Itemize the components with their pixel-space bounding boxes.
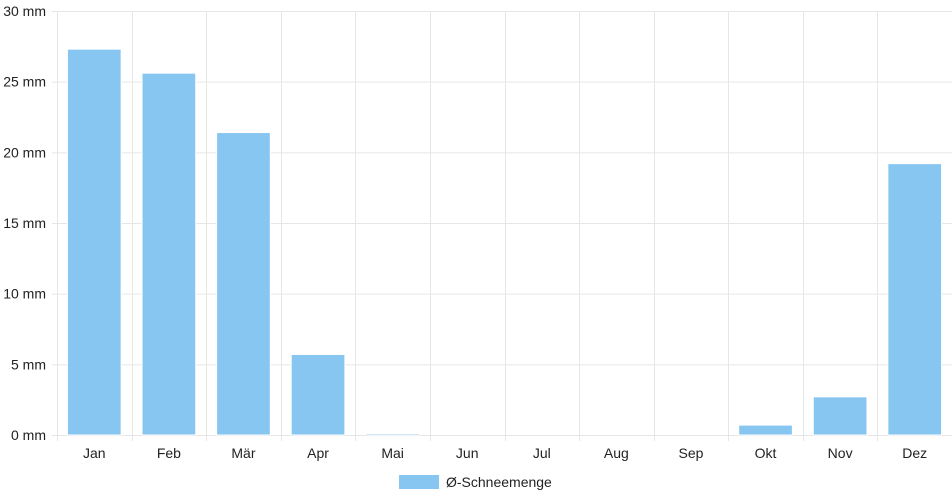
x-tick-label: Sep bbox=[678, 445, 703, 461]
x-tick-label: Jun bbox=[456, 445, 479, 461]
y-tick-label: 30 mm bbox=[3, 3, 46, 19]
bar-nov[interactable] bbox=[812, 396, 868, 436]
y-tick-label: 10 mm bbox=[3, 286, 46, 302]
bar-mär[interactable] bbox=[216, 132, 271, 436]
legend[interactable]: Ø-Schneemenge bbox=[399, 474, 552, 490]
bar-okt[interactable] bbox=[738, 424, 793, 436]
bars bbox=[66, 48, 943, 436]
x-tick-label: Jan bbox=[83, 445, 106, 461]
y-tick-label: 5 mm bbox=[11, 356, 46, 372]
x-tick-label: Jul bbox=[533, 445, 551, 461]
y-tick-label: 15 mm bbox=[3, 215, 46, 231]
x-tick-label: Mai bbox=[381, 445, 404, 461]
bar-feb[interactable] bbox=[141, 72, 197, 436]
x-tick-label: Apr bbox=[307, 445, 329, 461]
x-tick-label: Dez bbox=[902, 445, 927, 461]
bar-dez[interactable] bbox=[887, 163, 943, 436]
bar-jan[interactable] bbox=[66, 48, 122, 436]
y-tick-label: 20 mm bbox=[3, 144, 46, 160]
legend-label[interactable]: Ø-Schneemenge bbox=[446, 474, 552, 490]
y-tick-label: 0 mm bbox=[11, 427, 46, 443]
x-tick-label: Mär bbox=[231, 445, 255, 461]
x-tick-label: Aug bbox=[604, 445, 629, 461]
axes: 0 mm 5 mm 10 mm 15 mm 20 mm 25 mm 30 mm Jan Feb M… bbox=[3, 3, 927, 461]
x-tick-label: Okt bbox=[755, 445, 777, 461]
legend-swatch[interactable] bbox=[399, 475, 439, 489]
bar-apr[interactable] bbox=[290, 353, 346, 436]
x-tick-label: Nov bbox=[828, 445, 853, 461]
bar-mai[interactable] bbox=[365, 433, 420, 436]
x-tick-label: Feb bbox=[157, 445, 181, 461]
grid bbox=[52, 11, 952, 441]
y-tick-label: 25 mm bbox=[3, 74, 46, 90]
